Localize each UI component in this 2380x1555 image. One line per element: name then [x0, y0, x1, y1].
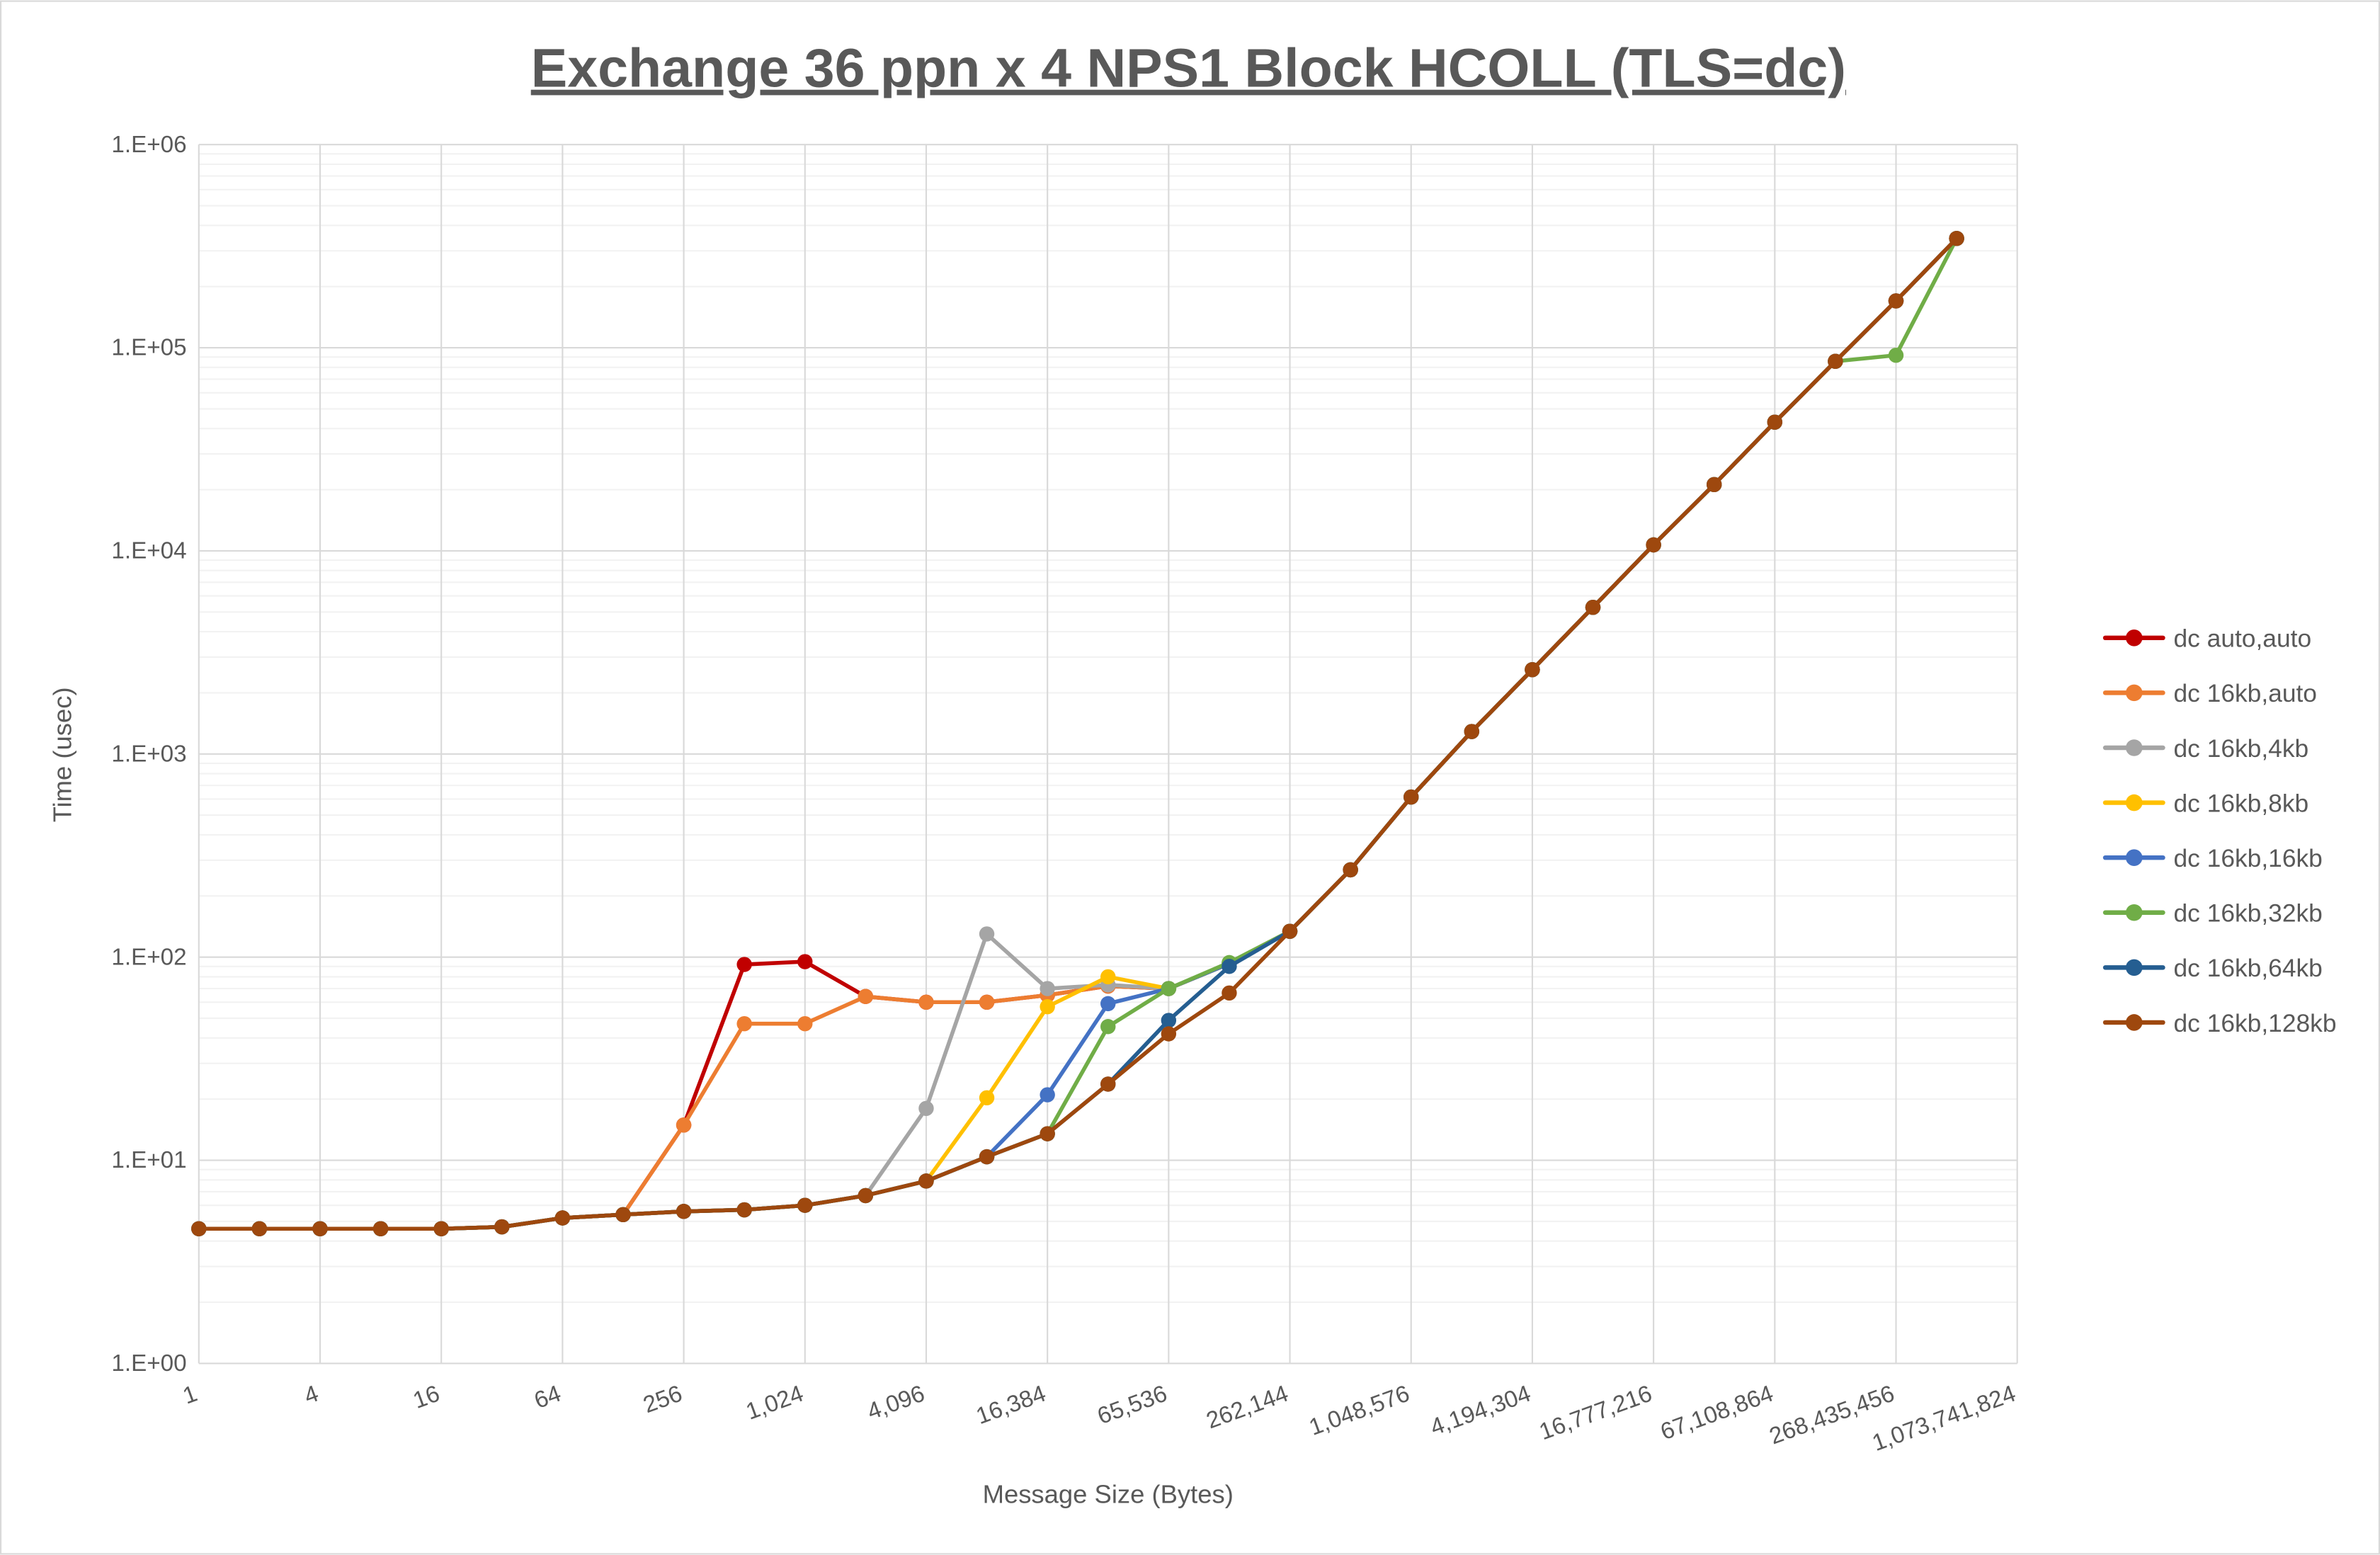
- data-point: [191, 1221, 207, 1236]
- data-point: [736, 1202, 752, 1218]
- series-dc-16kb-128kb: [191, 231, 1964, 1236]
- series-group: [191, 231, 1964, 1236]
- x-axis-label: Message Size (Bytes): [983, 1480, 1234, 1509]
- legend-swatch-marker: [2125, 739, 2143, 756]
- y-tick-label: 1.E+01: [111, 1147, 186, 1173]
- data-point: [1040, 998, 1055, 1015]
- data-point: [1343, 862, 1358, 878]
- data-point: [1464, 724, 1480, 739]
- legend-label: dc 16kb,4kb: [2173, 735, 2308, 763]
- data-point: [1040, 1126, 1055, 1141]
- data-point: [1100, 1076, 1116, 1092]
- legend-item: dc 16kb,64kb: [2102, 955, 2323, 982]
- data-point: [1100, 996, 1116, 1012]
- data-point: [918, 994, 934, 1010]
- data-point: [1282, 923, 1298, 939]
- y-tick-label: 1.E+06: [111, 132, 186, 158]
- data-point: [372, 1221, 389, 1236]
- y-tick-label: 1.E+00: [111, 1350, 186, 1377]
- data-point: [979, 1090, 995, 1106]
- y-axis-ticks: 1.E+00 1.E+01 1.E+02 1.E+03 1.E+04 1.E+05 1.E+…: [111, 132, 186, 1377]
- data-point: [797, 954, 813, 969]
- legend-item: dc 16kb,8kb: [2102, 790, 2308, 817]
- data-point: [1222, 985, 1237, 1001]
- data-point: [1161, 1013, 1177, 1028]
- data-point: [1100, 969, 1116, 985]
- y-axis-label: Time (usec): [48, 687, 77, 822]
- data-point: [1767, 414, 1783, 430]
- legend-item: dc 16kb,32kb: [2102, 900, 2323, 928]
- legend-label: dc 16kb,16kb: [2173, 845, 2322, 872]
- y-tick-label: 1.E+04: [111, 538, 186, 564]
- data-point: [615, 1207, 631, 1223]
- legend-item: dc 16kb,16kb: [2102, 845, 2323, 872]
- data-point: [979, 1149, 995, 1165]
- legend-item: dc auto,auto: [2102, 625, 2311, 653]
- legend-label: dc 16kb,8kb: [2173, 790, 2308, 817]
- data-point: [918, 1173, 934, 1189]
- data-point: [1040, 981, 1055, 996]
- data-point: [1646, 537, 1661, 553]
- data-point: [554, 1210, 571, 1226]
- data-point: [918, 1100, 934, 1117]
- legend-swatch-marker: [2125, 1014, 2143, 1031]
- y-tick-label: 1.E+05: [111, 335, 186, 361]
- legend-swatch-marker: [2125, 684, 2143, 702]
- y-tick-label: 1.E+03: [111, 741, 186, 767]
- data-point: [251, 1221, 268, 1236]
- legend-swatch-marker: [2125, 904, 2143, 921]
- data-point: [979, 926, 995, 942]
- data-point: [797, 1197, 813, 1213]
- data-point: [1585, 599, 1601, 615]
- data-point: [676, 1117, 692, 1133]
- legend-swatch-marker: [2125, 630, 2143, 647]
- data-point: [312, 1221, 328, 1236]
- data-point: [979, 994, 995, 1010]
- data-point: [1161, 981, 1177, 996]
- data-point: [736, 957, 752, 972]
- legend-label: dc 16kb,64kb: [2173, 955, 2322, 982]
- data-point: [676, 1204, 692, 1219]
- legend-swatch-marker: [2125, 849, 2143, 866]
- data-point: [797, 1015, 813, 1032]
- data-point: [1949, 231, 1964, 246]
- data-point: [1525, 662, 1540, 678]
- legend-item: dc 16kb,auto: [2102, 680, 2317, 707]
- chart-title: Exchange 36 ppn x 4 NPS1 Block HCOLL (TL…: [531, 38, 1846, 99]
- data-point: [736, 1015, 752, 1032]
- data-point: [1040, 1087, 1055, 1103]
- legend-label: dc auto,auto: [2173, 625, 2311, 653]
- data-point: [1161, 1026, 1177, 1042]
- data-point: [858, 1187, 874, 1204]
- legend-swatch-marker: [2125, 959, 2143, 976]
- data-point: [1888, 347, 1904, 363]
- legend-label: dc 16kb,128kb: [2173, 1010, 2336, 1037]
- legend-swatch-marker: [2125, 794, 2143, 811]
- data-point: [1222, 959, 1237, 974]
- legend-label: dc 16kb,auto: [2173, 680, 2317, 707]
- legend-item: dc 16kb,4kb: [2102, 735, 2308, 763]
- legend-label: dc 16kb,32kb: [2173, 900, 2322, 928]
- legend-item: dc 16kb,128kb: [2102, 1010, 2337, 1037]
- data-point: [858, 989, 874, 1004]
- data-point: [1100, 1019, 1116, 1035]
- data-point: [494, 1219, 510, 1235]
- y-tick-label: 1.E+02: [111, 944, 186, 970]
- data-point: [1888, 293, 1904, 309]
- data-point: [1707, 477, 1722, 493]
- series-line: [198, 237, 1959, 1231]
- data-point: [433, 1221, 449, 1236]
- data-point: [1403, 789, 1419, 805]
- data-point: [1828, 353, 1843, 369]
- legend: dc auto,auto dc 16kb,auto dc 16kb,4kb dc 16…: [2102, 625, 2337, 1037]
